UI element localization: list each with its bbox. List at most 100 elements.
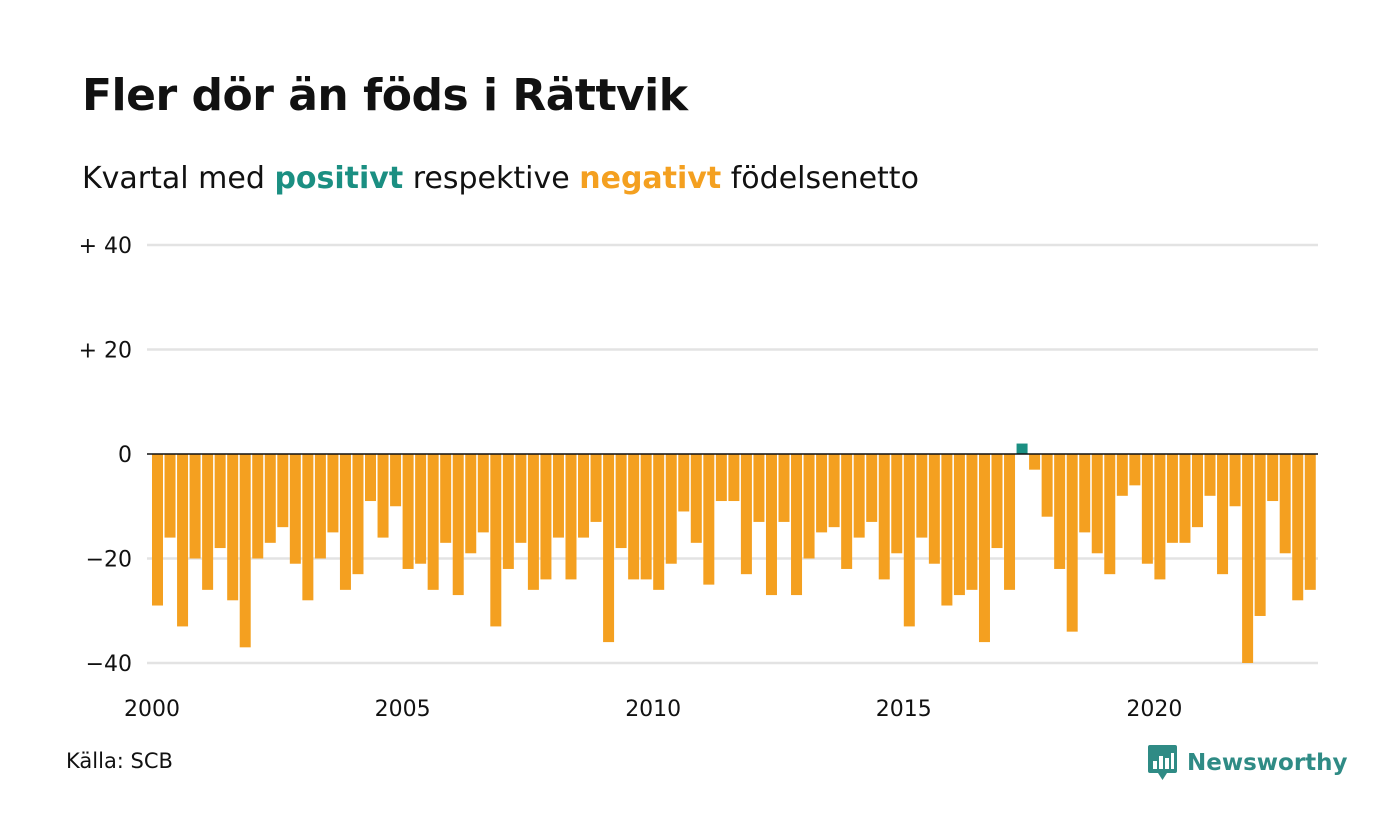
bar xyxy=(1242,454,1254,663)
bar xyxy=(164,454,176,538)
axes: + 40 + 20 0 −20 −40 2000 2005 2010 2015 2020 xyxy=(79,234,1318,722)
bar xyxy=(703,454,715,585)
x-tick-label: 2015 xyxy=(876,697,932,722)
bar xyxy=(1104,454,1116,575)
bar xyxy=(239,454,251,648)
bar xyxy=(552,454,564,538)
bar xyxy=(866,454,878,522)
bar xyxy=(891,454,903,554)
bar xyxy=(665,454,677,564)
bar xyxy=(1179,454,1191,543)
bar xyxy=(966,454,978,590)
bar xyxy=(991,454,1003,549)
bar xyxy=(916,454,928,538)
bar xyxy=(740,454,752,575)
subtitle-text-middle: respektive xyxy=(412,161,570,196)
bar xyxy=(502,454,514,569)
bar xyxy=(527,454,539,590)
bar xyxy=(390,454,402,507)
bar xyxy=(565,454,577,580)
y-tick-label: −20 xyxy=(86,548,132,573)
bar xyxy=(1254,454,1266,616)
bar xyxy=(1154,454,1166,580)
bar xyxy=(1029,454,1041,470)
bar-chart: + 40 + 20 0 −20 −40 2000 2005 2010 2015 2020 xyxy=(79,234,1318,722)
y-tick-label: 0 xyxy=(118,443,132,468)
bar xyxy=(828,454,840,528)
bar xyxy=(440,454,452,543)
bar xyxy=(1066,454,1078,632)
chart-title: Fler dör än föds i Rättvik xyxy=(82,70,688,121)
bar xyxy=(753,454,765,522)
bar xyxy=(640,454,652,580)
bar xyxy=(1116,454,1128,496)
chart-subtitle: Kvartal med positivt respektive negativt… xyxy=(82,161,919,196)
bar xyxy=(339,454,351,590)
bar xyxy=(415,454,427,564)
bar xyxy=(490,454,502,627)
bar xyxy=(202,454,214,590)
bar xyxy=(653,454,665,590)
bar xyxy=(941,454,953,606)
brand-name: Newsworthy xyxy=(1187,749,1348,776)
bar xyxy=(264,454,276,543)
bar xyxy=(277,454,289,528)
bar xyxy=(477,454,489,533)
y-tick-label: + 40 xyxy=(79,234,132,259)
bar xyxy=(314,454,326,559)
bar xyxy=(715,454,727,502)
bar xyxy=(878,454,890,580)
x-tick-label: 2000 xyxy=(124,697,180,722)
x-tick-label: 2005 xyxy=(375,697,431,722)
bar xyxy=(590,454,602,522)
bar xyxy=(227,454,239,601)
bar xyxy=(402,454,414,569)
bar xyxy=(452,454,464,596)
bar xyxy=(1229,454,1241,507)
bar xyxy=(1041,454,1053,517)
bar xyxy=(214,454,226,549)
bar xyxy=(1166,454,1178,543)
bar xyxy=(189,454,201,559)
bars xyxy=(152,443,1316,663)
newsworthy-logo: Newsworthy xyxy=(1148,744,1348,781)
bar xyxy=(778,454,790,522)
bar xyxy=(377,454,389,538)
bar xyxy=(1292,454,1304,601)
bar xyxy=(1217,454,1229,575)
bar xyxy=(615,454,627,549)
bar xyxy=(152,454,163,606)
bar xyxy=(1016,443,1028,454)
bar xyxy=(978,454,990,643)
bar xyxy=(465,454,477,554)
bar xyxy=(1079,454,1091,533)
bar xyxy=(928,454,940,564)
bar xyxy=(765,454,777,596)
bar xyxy=(1091,454,1103,554)
bar xyxy=(1304,454,1316,590)
x-tick-label: 2020 xyxy=(1126,697,1182,722)
bar xyxy=(1267,454,1279,502)
bar xyxy=(853,454,865,538)
subtitle-text-start: Kvartal med xyxy=(82,161,265,196)
newsworthy-logo-icon xyxy=(1148,745,1177,780)
bar xyxy=(1054,454,1066,569)
subtitle-negative-word: negativt xyxy=(579,161,722,196)
source-note: Källa: SCB xyxy=(66,749,173,773)
bar xyxy=(1204,454,1216,496)
bar xyxy=(352,454,364,575)
bar xyxy=(252,454,264,559)
bar xyxy=(628,454,640,580)
subtitle-text-end: födelsenetto xyxy=(730,161,919,196)
bar xyxy=(578,454,590,538)
bar xyxy=(1141,454,1153,564)
bar xyxy=(953,454,965,596)
bar xyxy=(816,454,828,533)
bar xyxy=(1191,454,1203,528)
bar xyxy=(1129,454,1141,486)
bar xyxy=(177,454,189,627)
subtitle-positive-word: positivt xyxy=(274,161,404,196)
x-tick-label: 2010 xyxy=(625,697,681,722)
y-tick-label: −40 xyxy=(86,652,132,677)
bar xyxy=(841,454,853,569)
